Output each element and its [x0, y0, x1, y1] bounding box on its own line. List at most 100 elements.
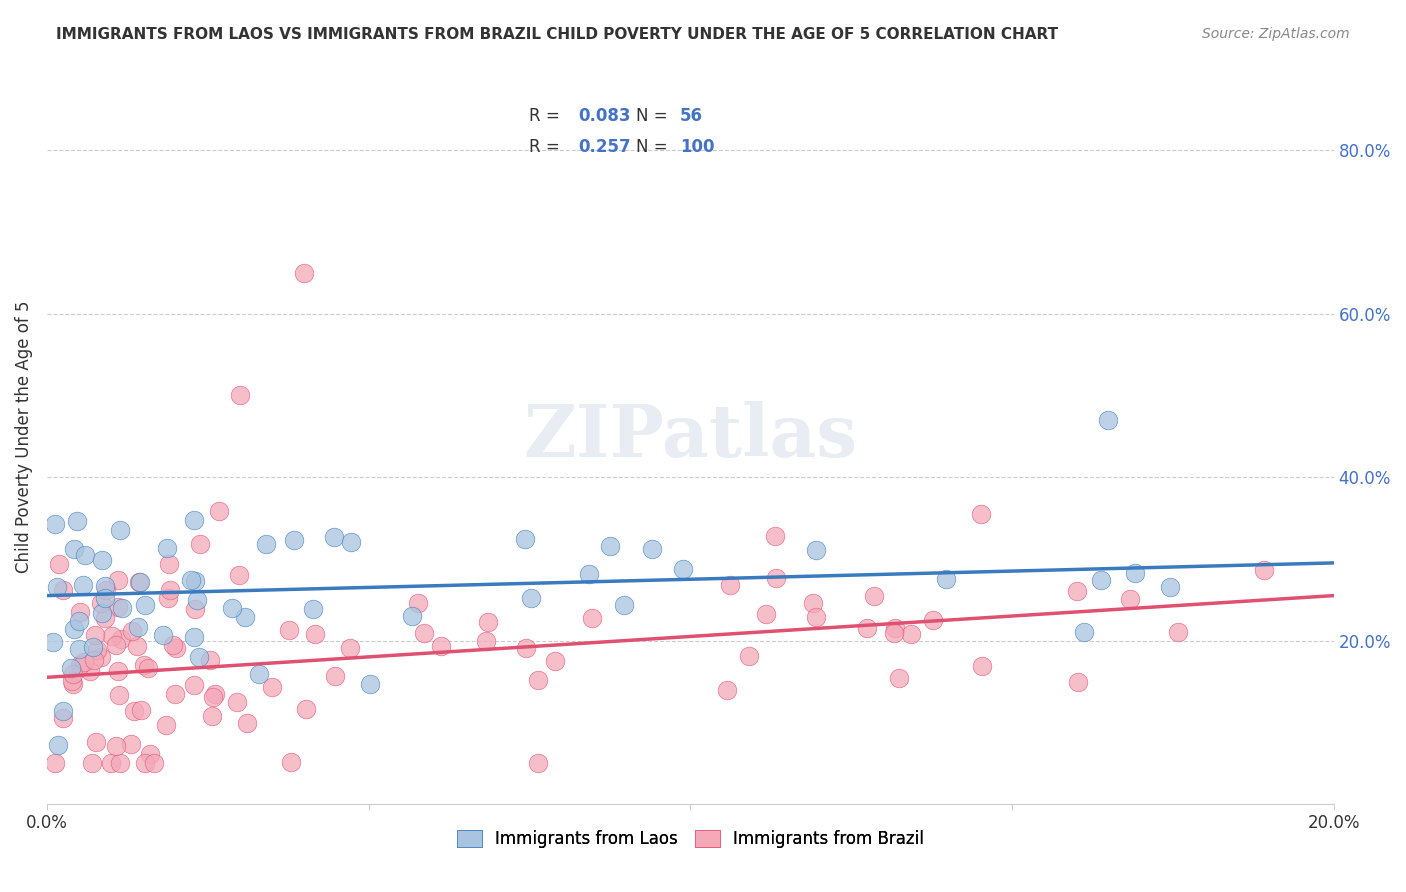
Immigrants from Brazil: [970, 659, 993, 673]
Immigrants from Brazil: [134, 756, 156, 771]
Immigrants from Brazil: [157, 591, 180, 606]
Immigrants from Brazil: [105, 638, 128, 652]
Immigrants from Laos: [72, 578, 94, 592]
Immigrants from Brazil: [69, 605, 91, 619]
Immigrants from Brazil: [969, 507, 991, 521]
Immigrants from Brazil: [159, 582, 181, 597]
Immigrants from Laos: [94, 578, 117, 592]
Immigrants from Laos: [641, 541, 664, 556]
Immigrants from Brazil: [62, 667, 84, 681]
Immigrants from Brazil: [108, 689, 131, 703]
Immigrants from Brazil: [292, 266, 315, 280]
Immigrants from Brazil: [93, 611, 115, 625]
Immigrants from Laos: [63, 622, 86, 636]
Immigrants from Brazil: [477, 615, 499, 629]
Text: Source: ZipAtlas.com: Source: ZipAtlas.com: [1202, 27, 1350, 41]
Immigrants from Brazil: [124, 704, 146, 718]
Immigrants from Brazil: [134, 658, 156, 673]
Immigrants from Laos: [233, 609, 256, 624]
Immigrants from Brazil: [1066, 674, 1088, 689]
Immigrants from Brazil: [128, 575, 150, 590]
Immigrants from Brazil: [90, 649, 112, 664]
Immigrants from Brazil: [226, 695, 249, 709]
Immigrants from Laos: [1159, 581, 1181, 595]
Immigrants from Brazil: [107, 665, 129, 679]
Immigrants from Brazil: [125, 640, 148, 654]
Immigrants from Brazil: [544, 654, 567, 668]
Immigrants from Laos: [806, 543, 828, 558]
Immigrants from Brazil: [184, 601, 207, 615]
Immigrants from Brazil: [136, 661, 159, 675]
Text: ZIPatlas: ZIPatlas: [523, 401, 858, 472]
Text: 56: 56: [681, 107, 703, 125]
Immigrants from Brazil: [763, 529, 786, 543]
Immigrants from Laos: [515, 532, 537, 546]
Text: R =: R =: [530, 107, 565, 125]
Immigrants from Laos: [63, 541, 86, 556]
Immigrants from Laos: [340, 535, 363, 549]
Immigrants from Laos: [401, 609, 423, 624]
Immigrants from Brazil: [526, 673, 548, 687]
Immigrants from Brazil: [165, 687, 187, 701]
Immigrants from Laos: [188, 650, 211, 665]
Immigrants from Brazil: [716, 682, 738, 697]
Immigrants from Brazil: [280, 755, 302, 769]
Immigrants from Laos: [672, 562, 695, 576]
Immigrants from Brazil: [104, 739, 127, 754]
Text: 100: 100: [681, 138, 714, 156]
Immigrants from Brazil: [406, 596, 429, 610]
Text: R =: R =: [530, 138, 565, 156]
Immigrants from Brazil: [1119, 592, 1142, 607]
Text: N =: N =: [637, 107, 673, 125]
Immigrants from Brazil: [262, 680, 284, 694]
Immigrants from Brazil: [755, 607, 778, 621]
Immigrants from Brazil: [73, 655, 96, 669]
Immigrants from Laos: [301, 601, 323, 615]
Immigrants from Brazil: [69, 657, 91, 672]
Immigrants from Brazil: [883, 621, 905, 635]
Immigrants from Laos: [613, 598, 636, 612]
Immigrants from Brazil: [83, 653, 105, 667]
Immigrants from Brazil: [229, 388, 252, 402]
Immigrants from Brazil: [162, 638, 184, 652]
Text: 0.083: 0.083: [578, 107, 631, 125]
Immigrants from Brazil: [155, 718, 177, 732]
Immigrants from Laos: [134, 598, 156, 612]
Immigrants from Brazil: [52, 583, 75, 598]
Immigrants from Laos: [42, 634, 65, 648]
Immigrants from Brazil: [157, 557, 180, 571]
Immigrants from Brazil: [143, 756, 166, 771]
Immigrants from Brazil: [84, 628, 107, 642]
Y-axis label: Child Poverty Under the Age of 5: Child Poverty Under the Age of 5: [15, 300, 32, 573]
Immigrants from Brazil: [201, 690, 224, 704]
Immigrants from Laos: [60, 661, 83, 675]
Immigrants from Brazil: [738, 649, 761, 664]
Immigrants from Brazil: [900, 626, 922, 640]
Immigrants from Brazil: [339, 641, 361, 656]
Immigrants from Brazil: [48, 557, 70, 571]
Immigrants from Laos: [247, 667, 270, 681]
Immigrants from Laos: [180, 573, 202, 587]
Immigrants from Brazil: [62, 677, 84, 691]
Immigrants from Brazil: [96, 582, 118, 597]
Immigrants from Brazil: [581, 610, 603, 624]
Immigrants from Laos: [91, 606, 114, 620]
Immigrants from Laos: [183, 574, 205, 589]
Immigrants from Brazil: [90, 595, 112, 609]
Immigrants from Brazil: [201, 708, 224, 723]
Immigrants from Brazil: [120, 737, 142, 751]
Immigrants from Laos: [183, 513, 205, 527]
Immigrants from Laos: [599, 539, 621, 553]
Immigrants from Brazil: [86, 642, 108, 657]
Immigrants from Brazil: [183, 678, 205, 692]
Immigrants from Brazil: [108, 756, 131, 771]
Immigrants from Laos: [45, 580, 67, 594]
Immigrants from Brazil: [121, 624, 143, 638]
Text: N =: N =: [637, 138, 673, 156]
Immigrants from Laos: [82, 640, 104, 654]
Immigrants from Brazil: [295, 702, 318, 716]
Immigrants from Laos: [1073, 625, 1095, 640]
Immigrants from Laos: [69, 614, 91, 628]
Immigrants from Brazil: [101, 629, 124, 643]
Immigrants from Laos: [46, 738, 69, 752]
